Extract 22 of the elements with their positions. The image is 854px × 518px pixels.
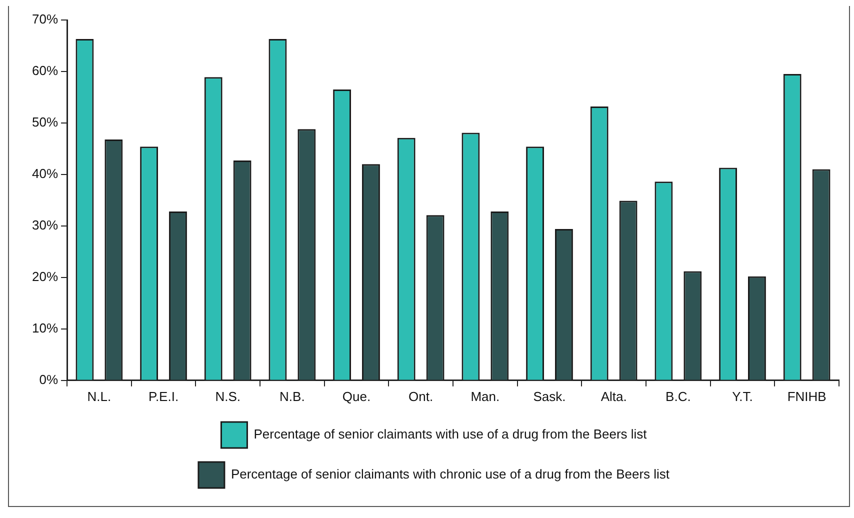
y-tick-label: 20% [32,269,58,284]
y-tick-label: 50% [32,114,58,130]
x-tick-label: FNIHB [787,388,826,404]
y-tick-label: 30% [32,218,58,233]
y-tick-label: 70% [32,12,58,27]
x-tick-label: N.B. [280,388,305,404]
x-tick-label: B.C. [666,388,691,404]
x-tick-label: P.E.I. [148,388,179,404]
legend-label: Percentage of senior claimants with chronic use of a drug from the Beers list [230,466,670,482]
x-tick-label: Que. [342,388,371,404]
x-tick-label: Man. [470,388,500,404]
x-tick-label: N.L. [87,388,112,404]
y-tick-label: 60% [32,63,58,78]
x-tick-label: N.S. [215,388,240,404]
x-tick-label: Ont. [408,388,434,404]
y-tick-label: 0% [39,372,58,387]
legend-label: Percentage of senior claimants with use of a drug from the Beers list [254,426,648,442]
x-tick-label: Y.T. [732,388,753,404]
x-tick-label: Sask. [533,388,566,404]
x-tick-label: Alta. [600,388,627,404]
y-tick-label: 40% [32,166,58,182]
y-tick-label: 10% [32,320,58,336]
